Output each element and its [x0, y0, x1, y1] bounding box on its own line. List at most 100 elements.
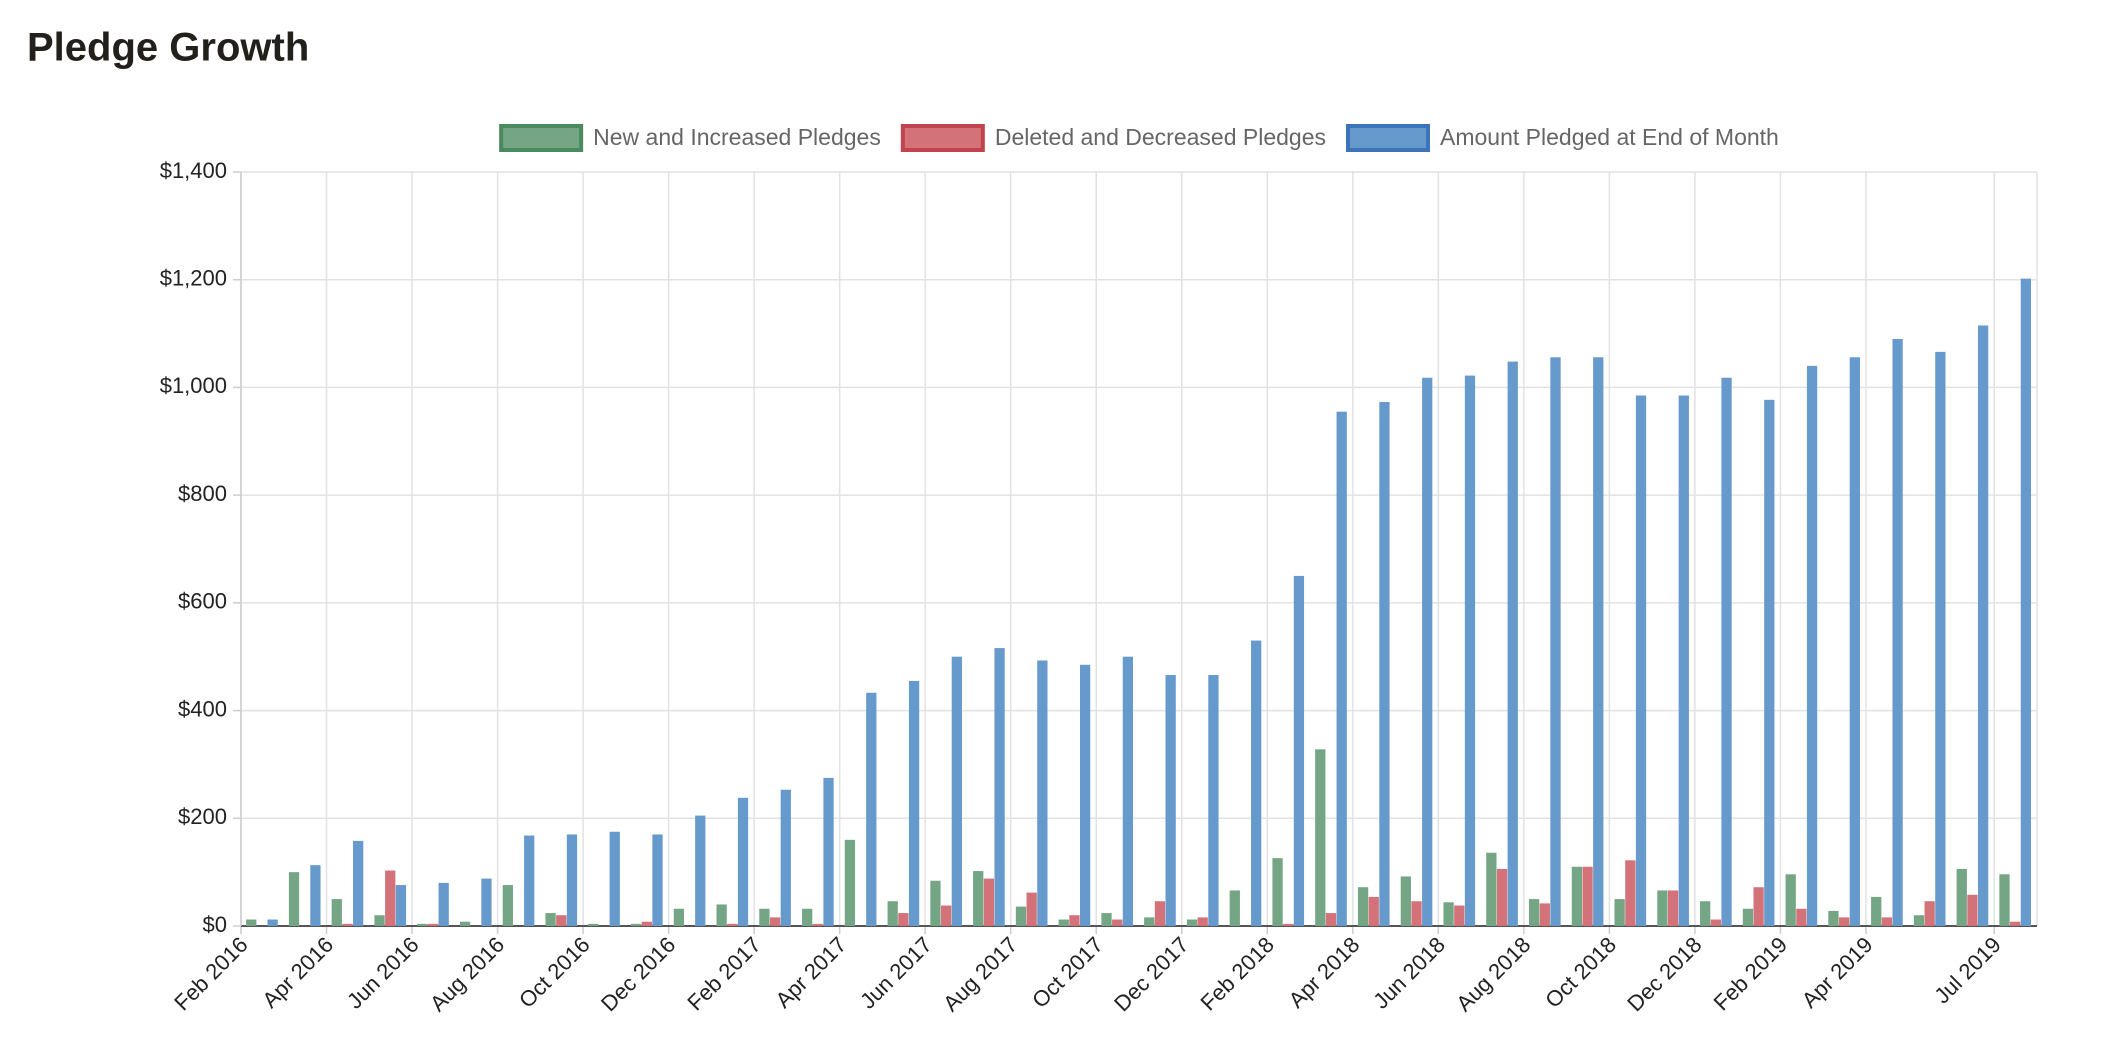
bar: [823, 777, 834, 926]
bar: [502, 885, 513, 926]
bar: [630, 923, 642, 926]
bar: [1999, 874, 2010, 926]
bar: [844, 839, 856, 926]
bar: [1710, 919, 1721, 926]
bar: [609, 831, 620, 926]
bar: [1667, 890, 1679, 926]
bar: [1336, 411, 1347, 926]
bar: [930, 880, 941, 926]
bar: [1785, 874, 1796, 926]
bar: [1635, 395, 1647, 926]
bar: [1037, 660, 1048, 926]
bar: [267, 919, 278, 926]
bar: [2020, 278, 2032, 926]
bar: [887, 901, 898, 926]
bar: [1614, 899, 1625, 926]
bar: [1379, 401, 1390, 927]
bar: [1871, 896, 1882, 926]
bar: [716, 904, 727, 926]
bar: [1977, 325, 1989, 926]
chart-title: Pledge Growth: [27, 26, 309, 70]
y-tick-label: $200: [178, 804, 227, 829]
bar: [1742, 908, 1754, 926]
bar: [395, 885, 407, 926]
bar: [427, 923, 439, 926]
y-tick-label: $800: [178, 481, 227, 506]
bar: [1144, 917, 1155, 926]
bar: [673, 908, 685, 926]
bar: [1026, 892, 1037, 926]
bar: [1496, 868, 1508, 926]
bar: [1272, 858, 1283, 926]
bar: [695, 815, 706, 926]
bar: [1924, 901, 1935, 926]
x-tick-label: Dec 2018: [1622, 932, 1706, 1016]
bar: [1015, 906, 1027, 926]
bar: [941, 905, 952, 926]
legend-label: New and Increased Pledges: [593, 124, 881, 150]
x-tick-label: Jun 2017: [855, 932, 937, 1014]
bar: [417, 923, 428, 926]
bar: [727, 923, 738, 926]
bar: [1967, 894, 1978, 926]
bar: [342, 923, 353, 926]
bar: [802, 908, 813, 926]
x-tick-label: Feb 2017: [682, 932, 765, 1015]
bar: [759, 908, 770, 926]
bar: [1700, 901, 1711, 926]
bar: [2010, 921, 2021, 926]
bar: [1229, 890, 1240, 926]
legend-label: Deleted and Decreased Pledges: [995, 124, 1326, 150]
bar: [898, 913, 909, 926]
bar: [1197, 917, 1208, 926]
bar: [1657, 890, 1668, 926]
bar: [1913, 915, 1925, 926]
bar: [310, 865, 321, 926]
bar: [1796, 908, 1807, 926]
bar: [1892, 338, 1903, 926]
bar: [1112, 919, 1123, 926]
bar: [1593, 357, 1604, 927]
bar: [1507, 361, 1518, 926]
bar: [1464, 375, 1476, 927]
bar: [1283, 923, 1294, 926]
x-tick-label: Dec 2016: [596, 932, 680, 1016]
bar: [908, 680, 920, 926]
bar: [588, 923, 599, 926]
bar: [1069, 915, 1080, 926]
legend-label: Amount Pledged at End of Month: [1440, 124, 1779, 150]
x-tick-label: Apr 2016: [257, 932, 338, 1013]
bar: [1411, 901, 1422, 926]
bar: [769, 917, 781, 926]
bar: [1079, 664, 1091, 926]
x-tick-label: Feb 2019: [1709, 932, 1792, 1015]
x-tick-label: Jun 2016: [342, 932, 424, 1014]
x-tick-label: Aug 2017: [938, 932, 1022, 1016]
bar: [385, 870, 396, 926]
bar: [1539, 903, 1550, 926]
bar: [566, 834, 578, 926]
legend: New and Increased Pledges Deleted and Dec…: [499, 124, 1779, 152]
bar: [1400, 876, 1411, 926]
bar: [1186, 919, 1198, 926]
bar: [1550, 357, 1561, 927]
bar: [1839, 917, 1850, 926]
legend-swatch: [900, 124, 985, 152]
bar: [353, 840, 364, 926]
bar: [1325, 913, 1337, 926]
y-tick-label: $400: [178, 696, 227, 721]
bar: [1582, 866, 1593, 926]
bar: [481, 878, 492, 926]
x-tick-label: Feb 2016: [169, 932, 252, 1015]
bar: [1956, 868, 1967, 926]
x-tick-label: Feb 2018: [1196, 932, 1279, 1015]
bar: [1806, 365, 1818, 926]
bar: [1368, 896, 1379, 926]
bar: [246, 919, 257, 926]
bar: [1122, 656, 1134, 926]
x-tick-label: Jul 2019: [1929, 932, 2006, 1009]
bar: [1357, 887, 1369, 926]
bar: [374, 915, 385, 926]
